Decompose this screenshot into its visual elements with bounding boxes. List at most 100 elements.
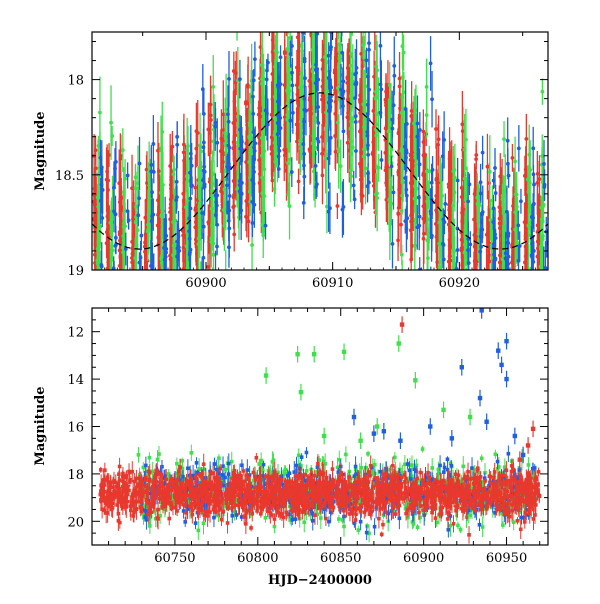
zoomed-point xyxy=(366,75,370,79)
zoomed-point xyxy=(538,323,542,327)
zoomed-point xyxy=(109,121,113,125)
zoomed-point xyxy=(175,143,179,147)
zoomed-point xyxy=(327,54,331,58)
zoomed-point xyxy=(96,316,100,320)
zoomed-point xyxy=(227,146,231,150)
zoomed-point xyxy=(279,126,283,130)
zoomed-point xyxy=(286,63,290,67)
zoomed-point xyxy=(171,172,175,176)
zoomed-point xyxy=(510,243,514,247)
zoomed-point xyxy=(260,53,264,57)
zoomed-point xyxy=(303,60,307,64)
zoomed-point xyxy=(161,281,165,285)
zoomed-point xyxy=(96,262,100,266)
zoomed-point xyxy=(327,157,331,161)
zoomed-point xyxy=(481,151,485,155)
zoomed-point xyxy=(295,140,299,144)
zoomed-point xyxy=(201,87,205,91)
zoomed-point xyxy=(108,278,112,282)
zoomed-point xyxy=(491,331,495,335)
zoomed-point xyxy=(507,174,511,178)
zoomed-point xyxy=(399,223,403,227)
zoomed-point xyxy=(276,132,280,136)
zoomed-point xyxy=(466,200,470,204)
zoomed-point xyxy=(456,179,460,183)
zoomed-point xyxy=(169,285,173,289)
zoomed-point xyxy=(260,192,264,196)
zoomed-point xyxy=(390,118,394,122)
zoomed-point xyxy=(99,263,103,267)
zoomed-point xyxy=(511,273,515,277)
zoomed-point xyxy=(526,273,530,277)
full-point xyxy=(337,517,341,521)
zoomed-point xyxy=(416,122,420,126)
zoomed-series-1 xyxy=(95,0,545,410)
zoomed-point xyxy=(121,344,125,348)
zoomed-point xyxy=(485,281,489,285)
zoomed-point xyxy=(527,272,531,276)
zoomed-point xyxy=(473,362,477,366)
zoomed-point xyxy=(238,77,242,81)
zoomed-point xyxy=(190,184,194,188)
zoomed-point xyxy=(314,68,318,72)
zoomed-point xyxy=(316,121,320,125)
zoomed-point xyxy=(543,293,547,297)
zoomed-point xyxy=(524,168,528,172)
zoomed-point xyxy=(492,340,496,344)
zoomed-point xyxy=(130,274,134,278)
zoomed-point xyxy=(181,192,185,196)
zoomed-point xyxy=(436,143,440,147)
zoomed-point xyxy=(270,147,274,151)
zoomed-point xyxy=(302,201,306,205)
zoomed-point xyxy=(532,331,536,335)
zoomed-point xyxy=(400,278,404,282)
zoomed-point xyxy=(403,145,407,149)
zoomed-point xyxy=(515,379,519,383)
zoomed-point xyxy=(417,224,421,228)
zoomed-point xyxy=(410,213,414,217)
zoomed-point xyxy=(101,360,105,364)
zoomed-point xyxy=(113,296,117,300)
zoomed-point xyxy=(517,288,521,292)
zoomed-point xyxy=(145,322,149,326)
zoomed-point xyxy=(373,25,377,29)
zoomed-point xyxy=(366,112,370,116)
full-point xyxy=(512,520,516,524)
zoomed-point xyxy=(126,281,130,285)
zoomed-point xyxy=(302,5,306,9)
zoomed-point xyxy=(479,245,483,249)
zoomed-point xyxy=(283,51,287,55)
zoomed-point xyxy=(316,78,320,82)
zoomed-point xyxy=(157,280,161,284)
zoomed-point xyxy=(476,362,480,366)
zoomed-point xyxy=(150,308,154,312)
zoomed-point xyxy=(226,209,230,213)
zoomed-point xyxy=(327,210,331,214)
zoomed-point xyxy=(536,224,540,228)
zoomed-point xyxy=(134,220,138,224)
zoomed-point xyxy=(323,55,327,59)
zoomed-point xyxy=(98,273,102,277)
zoomed-point xyxy=(490,279,494,283)
full-point xyxy=(137,453,141,457)
zoomed-point xyxy=(170,145,174,149)
zoomed-point xyxy=(480,319,484,323)
zoomed-point xyxy=(130,296,134,300)
zoomed-point xyxy=(515,324,519,328)
zoomed-point xyxy=(297,22,301,26)
zoomed-point xyxy=(473,259,477,263)
zoomed-point xyxy=(139,234,143,238)
zoomed-point xyxy=(147,213,151,217)
zoomed-point xyxy=(202,256,206,260)
zoomed-point xyxy=(277,155,281,159)
zoomed-point xyxy=(94,166,98,170)
zoomed-point xyxy=(485,313,489,317)
zoomed-point xyxy=(479,180,483,184)
zoomed-point xyxy=(264,109,268,113)
zoomed-point xyxy=(188,250,192,254)
zoomed-point xyxy=(283,153,287,157)
zoomed-point xyxy=(150,219,154,223)
zoomed-point xyxy=(473,303,477,307)
full-point xyxy=(366,452,370,456)
